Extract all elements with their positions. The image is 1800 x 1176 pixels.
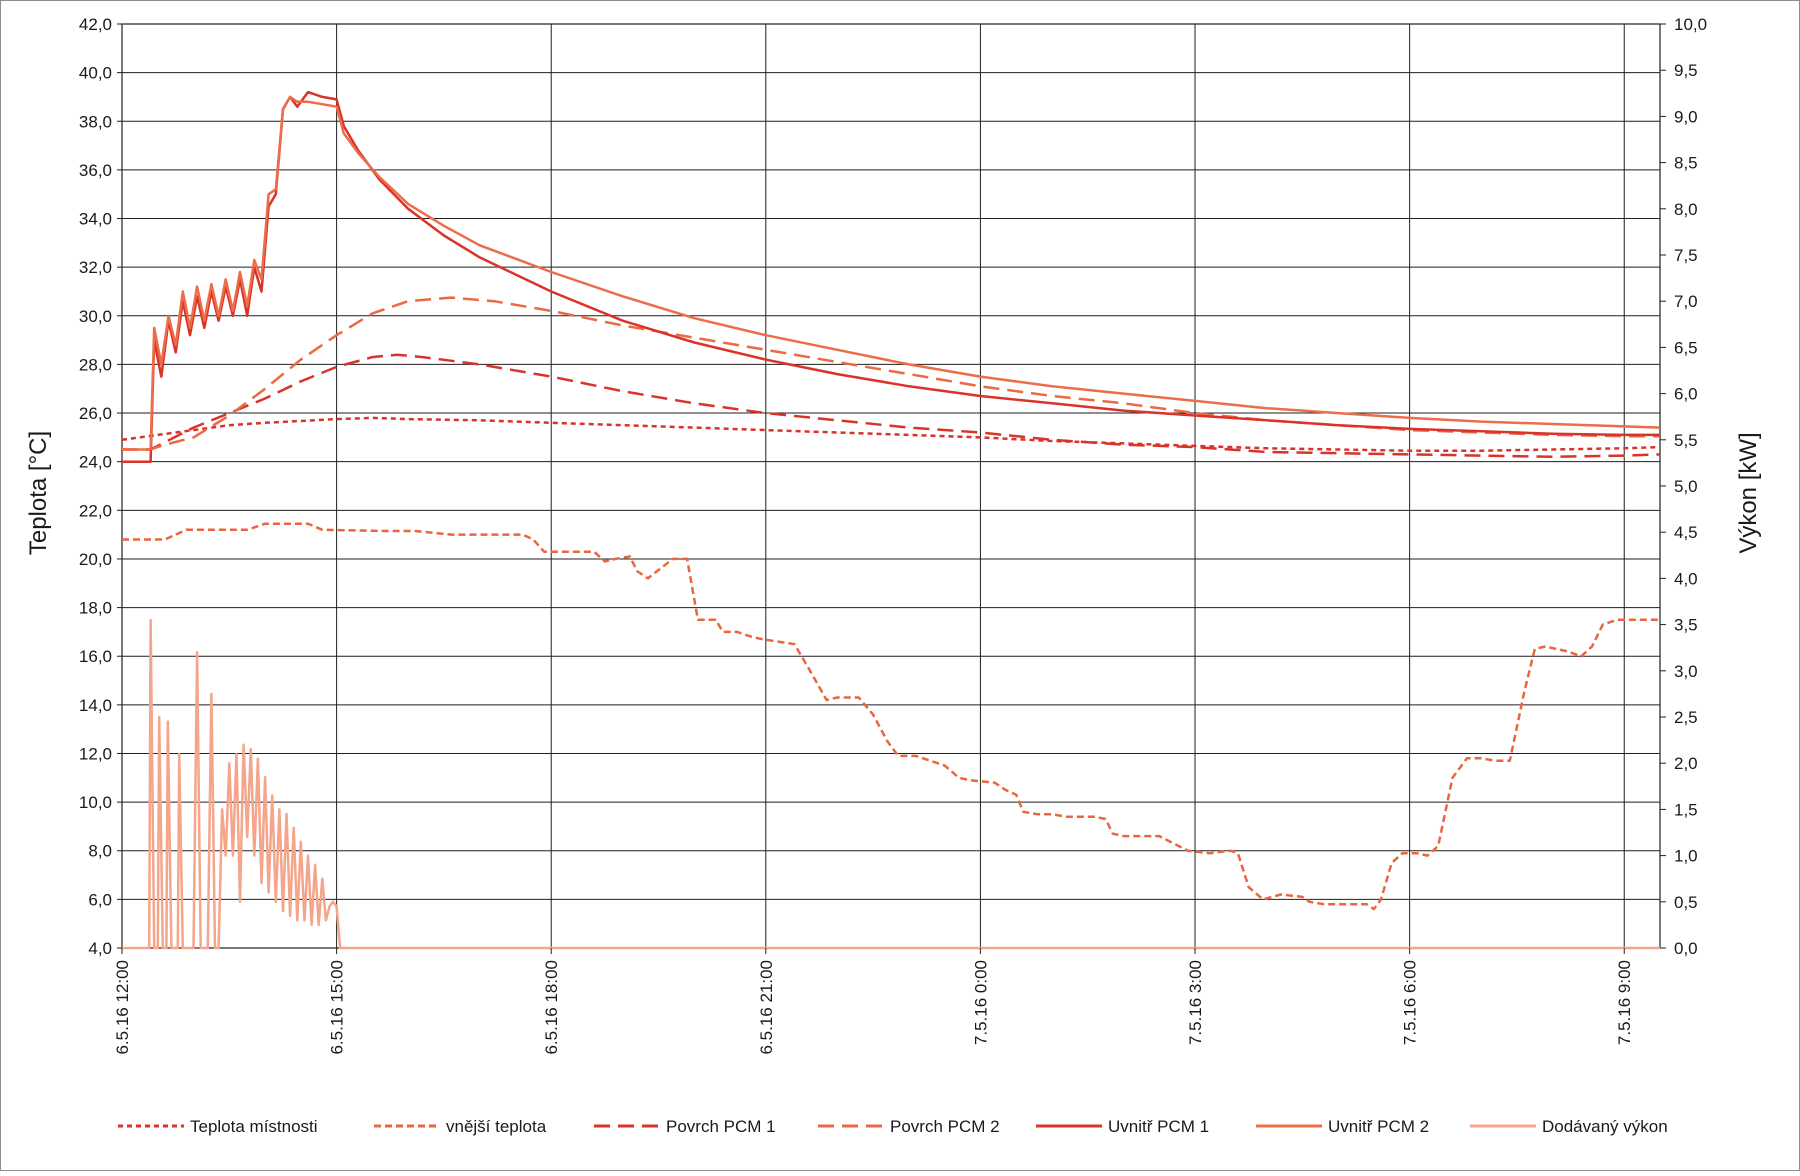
y-tick-label-right: 1,5 [1674,800,1698,819]
series-line-7 [122,618,1660,950]
y-tick-label-right: 7,0 [1674,292,1698,311]
y-tick-label-right: 8,5 [1674,154,1698,173]
y-axis-left-title: Teplota [°C] [25,431,52,555]
y-tick-label-right: 9,5 [1674,61,1698,80]
y-tick-label-right: 8,0 [1674,200,1698,219]
legend-label: Uvnitř PCM 1 [1108,1117,1209,1136]
y-tick-label-right: 1,0 [1674,847,1698,866]
y-tick-label-right: 9,0 [1674,107,1698,126]
y-tick-label-left: 26,0 [79,404,112,423]
series-layer [121,90,1661,950]
y-tick-label-left: 14,0 [79,696,112,715]
y-tick-label-left: 40,0 [79,64,112,83]
y-tick-label-left: 38,0 [79,112,112,131]
legend-label: Povrch PCM 2 [890,1117,1000,1136]
y-tick-label-left: 22,0 [79,501,112,520]
grid-layer [121,23,1660,949]
y-tick-label-left: 30,0 [79,307,112,326]
x-tick-label: 7.5.16 9:00 [1615,960,1634,1045]
y-tick-label-left: 18,0 [79,599,112,618]
y-tick-label-right: 3,5 [1674,616,1698,635]
y-tick-label-left: 8,0 [88,842,112,861]
y-tick-label-right: 0,5 [1674,893,1698,912]
y-tick-label-right: 2,0 [1674,754,1698,773]
legend-label: Dodávaný výkon [1542,1117,1668,1136]
x-tick-label: 7.5.16 6:00 [1401,960,1420,1045]
y-tick-label-left: 42,0 [79,15,112,34]
series-line-1 [121,416,1661,452]
series-line-2 [122,522,1660,911]
y-tick-label-right: 5,5 [1674,431,1698,450]
y-tick-label-left: 4,0 [88,939,112,958]
y-tick-label-left: 34,0 [79,210,112,229]
y-tick-label-right: 4,0 [1674,569,1698,588]
y-tick-label-right: 7,5 [1674,246,1698,265]
legend-label: Uvnitř PCM 2 [1328,1117,1429,1136]
y-tick-label-right: 6,0 [1674,385,1698,404]
x-tick-label: 6.5.16 15:00 [328,960,347,1055]
x-tick-label: 7.5.16 0:00 [971,960,990,1045]
y-tick-label-left: 24,0 [79,453,112,472]
legend-label: Teplota místnosti [190,1117,318,1136]
series-line-6 [122,95,1661,451]
y-tick-label-left: 36,0 [79,161,112,180]
y-tick-label-right: 5,0 [1674,477,1698,496]
y-tick-label-right: 6,5 [1674,338,1698,357]
y-tick-label-right: 0,0 [1674,939,1698,958]
y-tick-label-left: 16,0 [79,647,112,666]
legend: Teplota místnosti vnější teplota Povrch PC… [118,1117,1668,1136]
x-axis-ticks: 6.5.16 12:00 6.5.16 15:00 6.5.16 18:00 6.5.… [113,948,1634,1055]
y-tick-label-left: 12,0 [79,744,112,763]
y-tick-label-left: 6,0 [88,890,112,909]
x-tick-label: 6.5.16 18:00 [542,960,561,1055]
y-tick-label-right: 4,5 [1674,523,1698,542]
y-tick-label-right: 10,0 [1674,15,1707,34]
y-tick-label-right: 2,5 [1674,708,1698,727]
legend-label: vnější teplota [446,1117,547,1136]
x-tick-label: 6.5.16 12:00 [113,960,132,1055]
y-axis-right-title: Výkon [kW] [1735,432,1762,553]
y-axis-left-ticks: 4,0 6,0 8,0 10,0 12,0 14,0 16,0 18,0 20,0 22,0 24,… [79,15,122,958]
series-line-5 [122,90,1660,463]
y-tick-label-left: 32,0 [79,258,112,277]
x-tick-label: 6.5.16 21:00 [757,960,776,1055]
y-tick-label-left: 20,0 [79,550,112,569]
y-tick-label-left: 10,0 [79,793,112,812]
series-line-4 [122,296,1660,451]
x-tick-label: 7.5.16 3:00 [1186,960,1205,1045]
y-tick-label-right: 3,0 [1674,662,1698,681]
y-tick-label-left: 28,0 [79,355,112,374]
y-axis-right-ticks: 0,0 0,5 1,0 1,5 2,0 2,5 3,0 3,5 4,0 4,5 5,0 5,5 6,0 6… [1660,15,1707,958]
legend-label: Povrch PCM 1 [666,1117,776,1136]
